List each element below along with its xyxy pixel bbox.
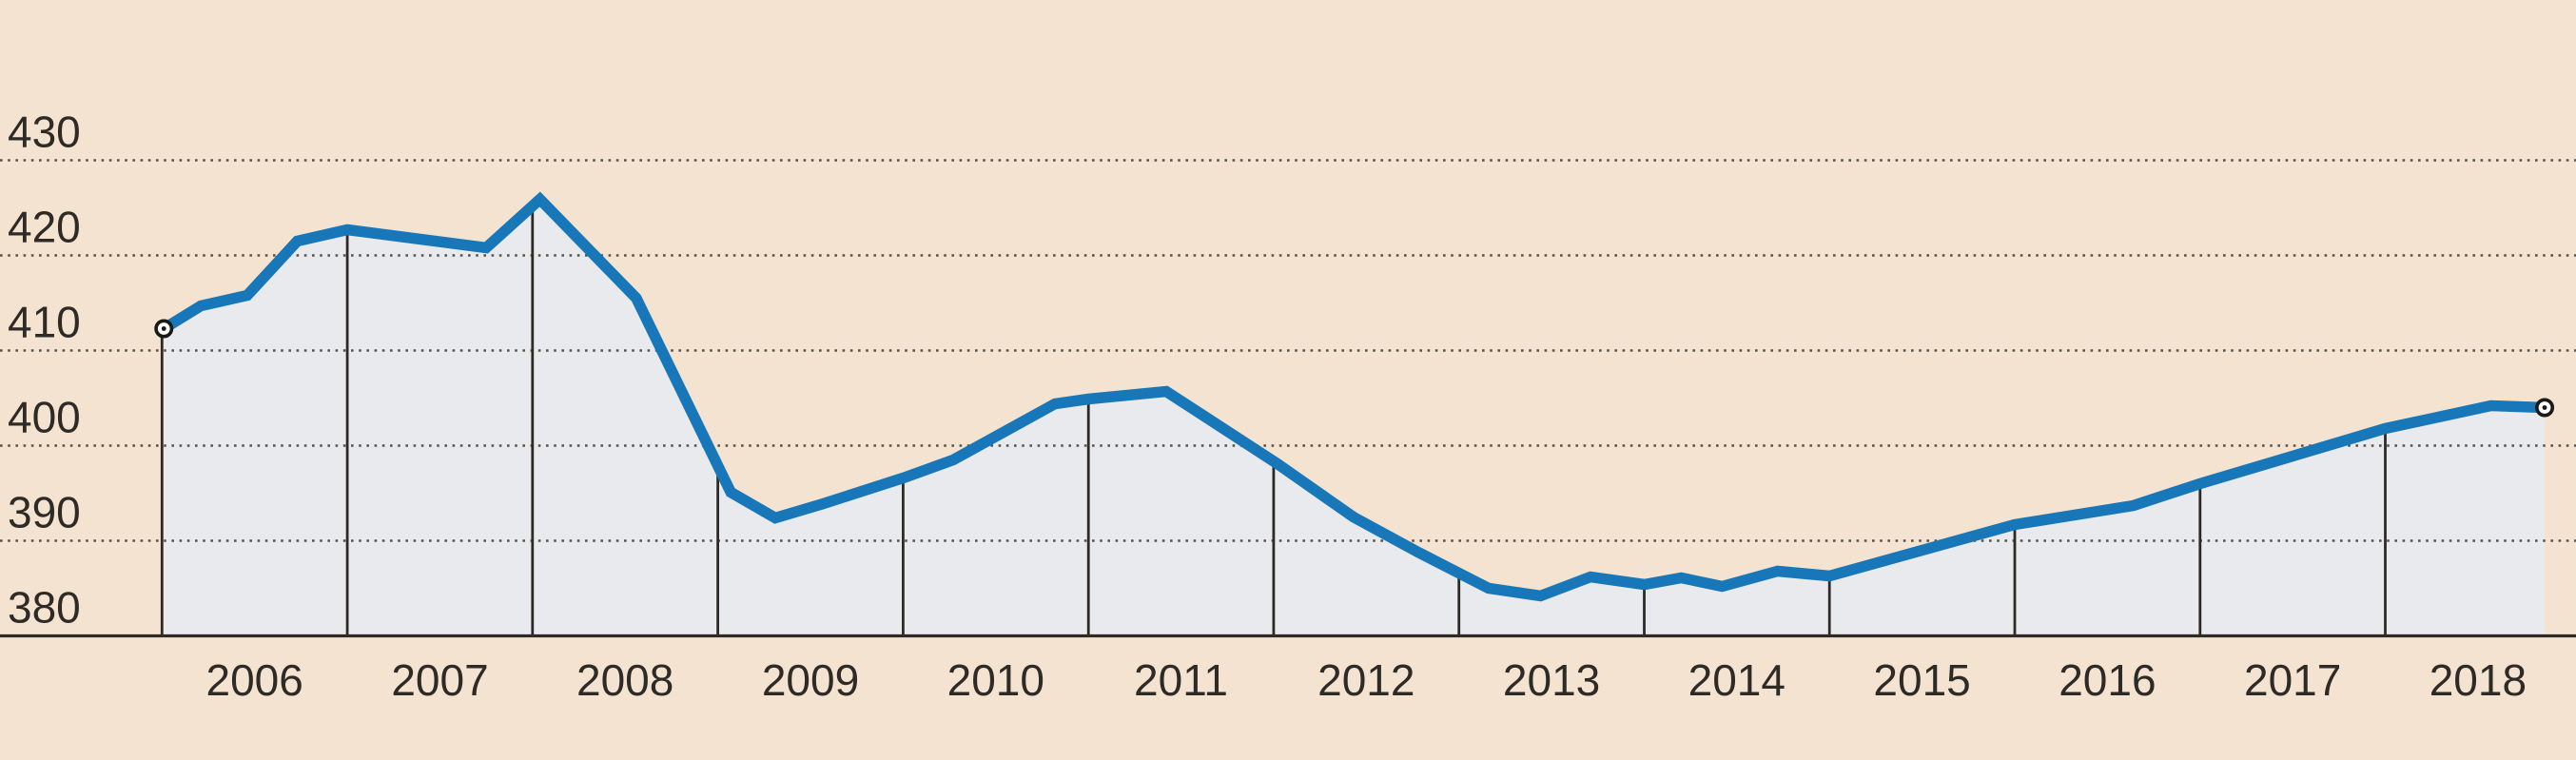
series-line	[161, 191, 2546, 602]
y-axis-label-410: 410	[8, 298, 81, 347]
x-axis-label-2011: 2011	[1134, 655, 1228, 705]
x-axis-label-2008: 2008	[576, 655, 673, 705]
y-axis-label-380: 380	[8, 583, 81, 633]
x-axis-label-2010: 2010	[947, 655, 1044, 705]
series-end-marker-dot	[2542, 405, 2547, 410]
x-axis-label-2018: 2018	[2430, 655, 2527, 705]
series-start-marker-dot	[161, 326, 166, 331]
x-axis-label-2007: 2007	[391, 655, 488, 705]
y-axis-label-420: 420	[8, 203, 81, 252]
series-area	[164, 199, 2546, 636]
x-axis-label-2006: 2006	[206, 655, 303, 705]
y-axis-label-390: 390	[8, 488, 81, 537]
x-axis-label-2013: 2013	[1503, 655, 1600, 705]
x-axis-label-2014: 2014	[1688, 655, 1786, 705]
x-axis-label-2009: 2009	[762, 655, 859, 705]
y-axis-label-400: 400	[8, 393, 81, 442]
x-axis-label-2016: 2016	[2059, 655, 2156, 705]
x-axis-label-2012: 2012	[1317, 655, 1415, 705]
x-axis-label-2017: 2017	[2244, 655, 2341, 705]
y-axis-label-430: 430	[8, 107, 81, 157]
x-axis-label-2015: 2015	[1873, 655, 1970, 705]
